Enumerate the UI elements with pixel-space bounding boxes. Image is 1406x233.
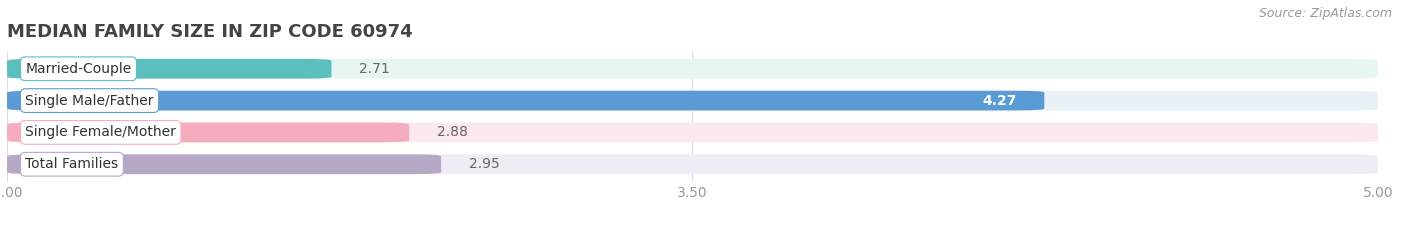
FancyBboxPatch shape: [7, 91, 1045, 110]
FancyBboxPatch shape: [7, 123, 1378, 142]
FancyBboxPatch shape: [7, 59, 1378, 79]
Text: 2.71: 2.71: [359, 62, 389, 76]
Text: Married-Couple: Married-Couple: [25, 62, 132, 76]
Text: 2.88: 2.88: [436, 125, 467, 139]
FancyBboxPatch shape: [7, 59, 332, 79]
Text: Total Families: Total Families: [25, 157, 118, 171]
Text: 2.95: 2.95: [468, 157, 499, 171]
Text: Single Male/Father: Single Male/Father: [25, 94, 153, 108]
FancyBboxPatch shape: [7, 91, 1378, 110]
Text: MEDIAN FAMILY SIZE IN ZIP CODE 60974: MEDIAN FAMILY SIZE IN ZIP CODE 60974: [7, 23, 412, 41]
FancyBboxPatch shape: [7, 123, 409, 142]
Text: Source: ZipAtlas.com: Source: ZipAtlas.com: [1258, 7, 1392, 20]
Text: 4.27: 4.27: [983, 94, 1017, 108]
Text: Single Female/Mother: Single Female/Mother: [25, 125, 176, 139]
FancyBboxPatch shape: [7, 154, 441, 174]
FancyBboxPatch shape: [7, 154, 1378, 174]
